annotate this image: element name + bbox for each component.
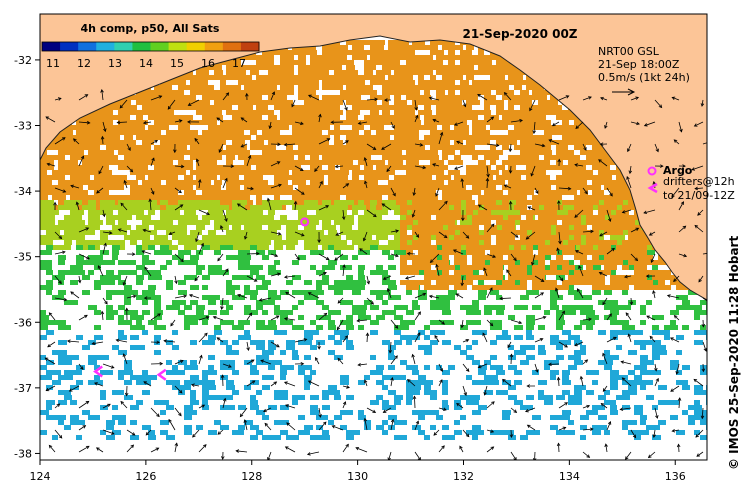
colorbar-swatch xyxy=(150,42,170,51)
argo-float-icon xyxy=(300,217,310,227)
colorbar-labels: 11 12 13 14 15 16 17 xyxy=(46,57,246,70)
colorbar-label: 17 xyxy=(232,57,246,70)
colorbar-swatch xyxy=(96,42,115,51)
colorbar-swatch xyxy=(42,42,61,51)
drifter-icon xyxy=(156,368,167,381)
y-tick-label: -33 xyxy=(14,120,32,133)
argo-legend-icon xyxy=(647,166,657,176)
x-tick-label: 124 xyxy=(30,470,51,483)
colorbar-swatch xyxy=(132,42,151,51)
current-vectors xyxy=(44,89,707,460)
legend: Argo drifters@12h to 21/09-12Z xyxy=(647,164,735,202)
drifters-label: drifters@12h xyxy=(663,175,735,188)
x-tick-label: 126 xyxy=(135,470,156,483)
map-plot-area xyxy=(40,14,707,460)
colorbar-swatch xyxy=(222,42,242,51)
y-tick-label: -36 xyxy=(14,316,32,329)
colorbar-swatch xyxy=(114,42,133,51)
colorbar-swatch xyxy=(168,42,188,51)
x-tick-label: 128 xyxy=(241,470,262,483)
markers xyxy=(93,217,310,381)
colorbar-label: 14 xyxy=(139,57,153,70)
drifter-legend-icon xyxy=(647,182,658,194)
y-tick-label: -34 xyxy=(14,185,32,198)
scale-arrow-head-icon xyxy=(627,88,636,96)
map-title: 21-Sep-2020 00Z xyxy=(462,27,577,41)
drifter-icon xyxy=(93,365,103,378)
colorbar-swatch xyxy=(186,42,206,51)
current-info: NRT00 GSL 21-Sep 18:00Z 0.5m/s (1kt 24h) xyxy=(598,45,690,96)
colorbar-label: 12 xyxy=(77,57,91,70)
x-tick-label: 136 xyxy=(665,470,686,483)
colorbar-title: 4h comp, p50, All Sats xyxy=(81,22,220,35)
y-tick-label: -37 xyxy=(14,382,32,395)
x-tick-label: 132 xyxy=(453,470,474,483)
colorbar-label: 16 xyxy=(201,57,215,70)
argo-label: Argo xyxy=(663,164,693,177)
colorbar-swatch xyxy=(78,42,97,51)
y-tick-label: -35 xyxy=(14,251,32,264)
colorbar-frame xyxy=(41,41,260,52)
credit-text: © IMOS 25-Sep-2020 11:28 Hobart xyxy=(727,236,741,470)
colorbar-swatch xyxy=(60,42,79,51)
colorbar-swatch xyxy=(240,42,260,51)
colorbar-label: 15 xyxy=(170,57,184,70)
current-info-line-3: 0.5m/s (1kt 24h) xyxy=(598,71,690,84)
x-tick-label: 130 xyxy=(347,470,368,483)
plot-frame xyxy=(39,13,708,461)
colorbar: 4h comp, p50, All Sats 11 12 13 14 15 16 17 xyxy=(41,22,260,70)
colorbar-swatch xyxy=(204,42,224,51)
y-tick-label: -38 xyxy=(14,447,32,460)
colorbar-label: 13 xyxy=(108,57,122,70)
colorbar-ramp xyxy=(42,42,260,51)
current-info-line-1: NRT00 GSL xyxy=(598,45,660,58)
current-info-line-2: 21-Sep 18:00Z xyxy=(598,58,680,71)
y-tick-label: -32 xyxy=(14,54,32,67)
colorbar-label: 11 xyxy=(46,57,60,70)
drifters-label-2: to 21/09-12Z xyxy=(663,189,735,202)
y-axis: -32 -33 -34 -35 -36 -37 -38 xyxy=(14,54,40,460)
x-axis: 124 126 128 130 132 134 136 xyxy=(30,460,686,483)
x-tick-label: 134 xyxy=(559,470,580,483)
